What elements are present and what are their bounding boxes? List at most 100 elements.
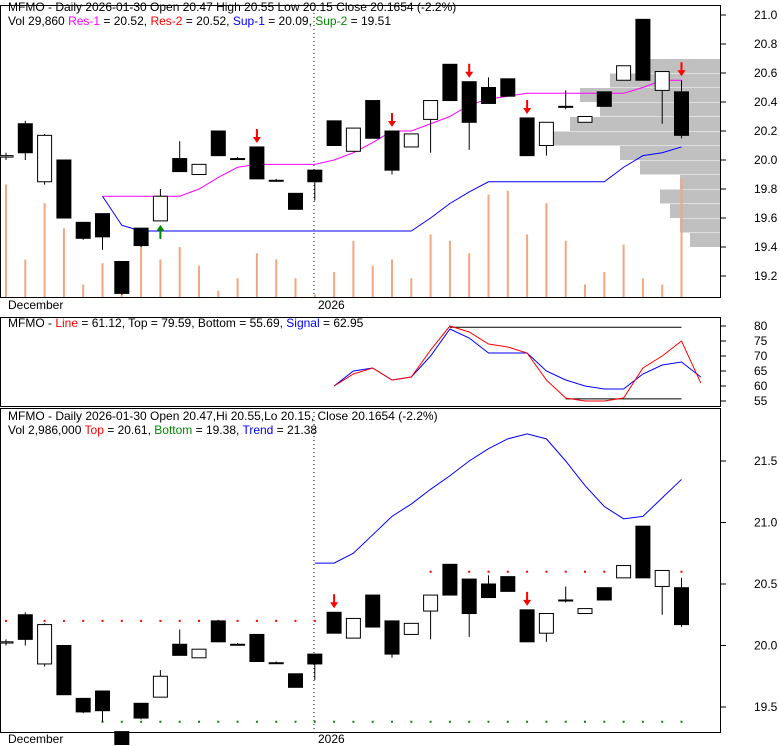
bottom-dot: [371, 720, 374, 723]
volume-bar: [391, 259, 393, 297]
candle-body: [442, 63, 458, 102]
bottom-dot: [661, 720, 664, 723]
bottom-candle-body: [268, 662, 284, 665]
sell-arrow: [388, 113, 396, 127]
bottom-dot: [622, 720, 625, 723]
top-header: MFMO - Daily 2026-01-30 Open 20.47 High …: [8, 0, 456, 28]
bottom-candle-body: [519, 609, 535, 643]
signal-label: Signal: [286, 316, 320, 330]
signal-value: = 62.95: [319, 316, 364, 330]
bottom-dot: [584, 720, 586, 723]
trend-label: Trend: [242, 423, 274, 437]
bottom-dot: [641, 720, 644, 723]
volume-bar: [5, 184, 7, 297]
bottom-vol: Vol 2,986,000: [8, 423, 85, 437]
bottom-candle-body: [152, 675, 168, 698]
sup1-line: [102, 146, 682, 232]
volume-bar: [661, 284, 664, 297]
top-value: = 20.61,: [103, 423, 155, 437]
top-dot: [140, 619, 143, 622]
candle-body: [288, 192, 303, 210]
bottom-candle-body: [230, 643, 246, 646]
volume-profile-bar: [690, 233, 720, 247]
volume-bar: [371, 265, 374, 297]
bottom-candle-body: [0, 641, 14, 644]
bottom-candle-body: [56, 645, 72, 696]
price-axis-label: 19.8: [754, 182, 778, 196]
candle-body: [558, 105, 574, 108]
candle-body: [0, 155, 14, 158]
bottom-dot: [333, 720, 336, 723]
top-dot: [236, 619, 239, 622]
volume-bar: [82, 284, 85, 297]
candle-body: [152, 195, 168, 222]
bottom-dot: [391, 720, 393, 723]
volume-profile-bar: [600, 102, 720, 117]
candle-body: [423, 100, 439, 120]
volume-bar: [178, 247, 181, 297]
price-axis-label: 20.6: [754, 66, 778, 80]
top-dot: [82, 619, 85, 622]
candle-body: [56, 159, 72, 219]
bottom-candle-body: [288, 673, 303, 688]
bottom-dot: [545, 720, 548, 723]
bottom-dot: [468, 720, 471, 723]
bottom-candle-body: [114, 731, 130, 745]
bottom-candle-body: [133, 702, 149, 719]
candle-body: [654, 71, 670, 91]
volume-bar: [198, 265, 200, 297]
bottom-dot: [487, 720, 490, 723]
volume-profile-bar: [540, 131, 720, 146]
bottom-candle-body: [75, 697, 91, 713]
candle-body: [538, 121, 554, 147]
top-label: Top: [84, 423, 104, 437]
bottom-label: Bottom: [154, 423, 193, 437]
candle-body: [230, 158, 246, 161]
bottom-axis-label: 21.5: [754, 454, 778, 468]
bottom-candle-body: [558, 599, 574, 602]
bottom-candle-body: [95, 690, 110, 712]
volume-bar: [506, 190, 509, 297]
bottom-dot: [410, 720, 413, 723]
volume-bar: [217, 290, 220, 297]
volume-bar: [352, 240, 355, 297]
volume-bar: [448, 240, 451, 297]
candle-body: [133, 227, 149, 247]
candle-body: [596, 91, 612, 107]
mid-prefix: MFMO -: [8, 316, 56, 330]
top-dot: [120, 619, 123, 622]
sell-arrow: [252, 128, 261, 143]
bottom-candle-body: [538, 613, 554, 634]
x-label-december-bottom: December: [8, 732, 64, 746]
bottom-candle-body: [249, 633, 265, 662]
sell-arrow: [465, 63, 474, 78]
bottom-title: MFMO - Daily 2026-01-30 Open 20.47,Hi 20…: [8, 409, 438, 423]
bottom-dot: [448, 720, 451, 723]
bottom-dot: [603, 720, 606, 723]
mid-header: MFMO - Line = 61.12, Top = 79.59, Bottom…: [8, 316, 363, 330]
bottom-dot: [564, 720, 567, 723]
candle-body: [365, 100, 381, 139]
osc-axis-label: 65: [754, 364, 768, 378]
bottom-dot: [294, 720, 297, 723]
bottom-legend: Vol 2,986,000 Top = 20.61, Bottom = 19.3…: [8, 423, 438, 437]
bottom-header: MFMO - Daily 2026-01-30 Open 20.47,Hi 20…: [8, 409, 438, 437]
bottom-candle-body: [500, 576, 516, 592]
top-dot: [429, 570, 432, 573]
candle-body: [674, 91, 689, 136]
top-dot: [159, 619, 162, 622]
bottom-dot: [506, 720, 509, 723]
top-legend: Vol 29,860 Res-1 = 20.52, Res-2 = 20.52,…: [8, 14, 456, 28]
bottom-dot: [429, 720, 432, 723]
volume-bar: [101, 263, 104, 297]
osc-line: [333, 325, 702, 402]
res1-value: = 20.52,: [100, 14, 151, 28]
sup1-label: Sup-1: [232, 14, 265, 28]
volume-bar: [24, 259, 27, 297]
price-axis-label: 21.0: [754, 8, 778, 22]
bottom-candle-body: [577, 608, 593, 615]
volume-bar: [333, 272, 336, 297]
bottom-candle-body: [616, 565, 632, 579]
bottom-dot: [313, 720, 316, 723]
